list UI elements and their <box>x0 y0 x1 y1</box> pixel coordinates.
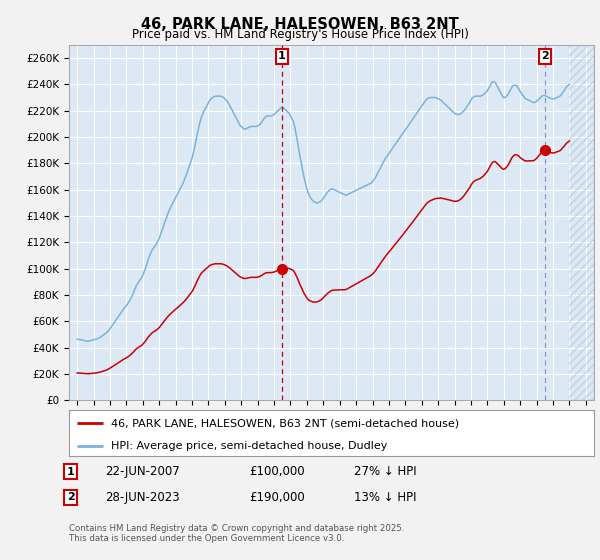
Text: 46, PARK LANE, HALESOWEN, B63 2NT: 46, PARK LANE, HALESOWEN, B63 2NT <box>141 17 459 32</box>
Text: 13% ↓ HPI: 13% ↓ HPI <box>354 491 416 504</box>
Text: 2: 2 <box>541 52 548 62</box>
Text: Contains HM Land Registry data © Crown copyright and database right 2025.
This d: Contains HM Land Registry data © Crown c… <box>69 524 404 543</box>
Text: £190,000: £190,000 <box>249 491 305 504</box>
Text: 22-JUN-2007: 22-JUN-2007 <box>105 465 180 478</box>
Text: 1: 1 <box>278 52 286 62</box>
Text: £100,000: £100,000 <box>249 465 305 478</box>
Text: 28-JUN-2023: 28-JUN-2023 <box>105 491 179 504</box>
Text: 2: 2 <box>67 492 74 502</box>
Text: 27% ↓ HPI: 27% ↓ HPI <box>354 465 416 478</box>
Text: Price paid vs. HM Land Registry's House Price Index (HPI): Price paid vs. HM Land Registry's House … <box>131 28 469 41</box>
Text: 46, PARK LANE, HALESOWEN, B63 2NT (semi-detached house): 46, PARK LANE, HALESOWEN, B63 2NT (semi-… <box>111 418 459 428</box>
Text: HPI: Average price, semi-detached house, Dudley: HPI: Average price, semi-detached house,… <box>111 441 388 451</box>
Text: 1: 1 <box>67 466 74 477</box>
